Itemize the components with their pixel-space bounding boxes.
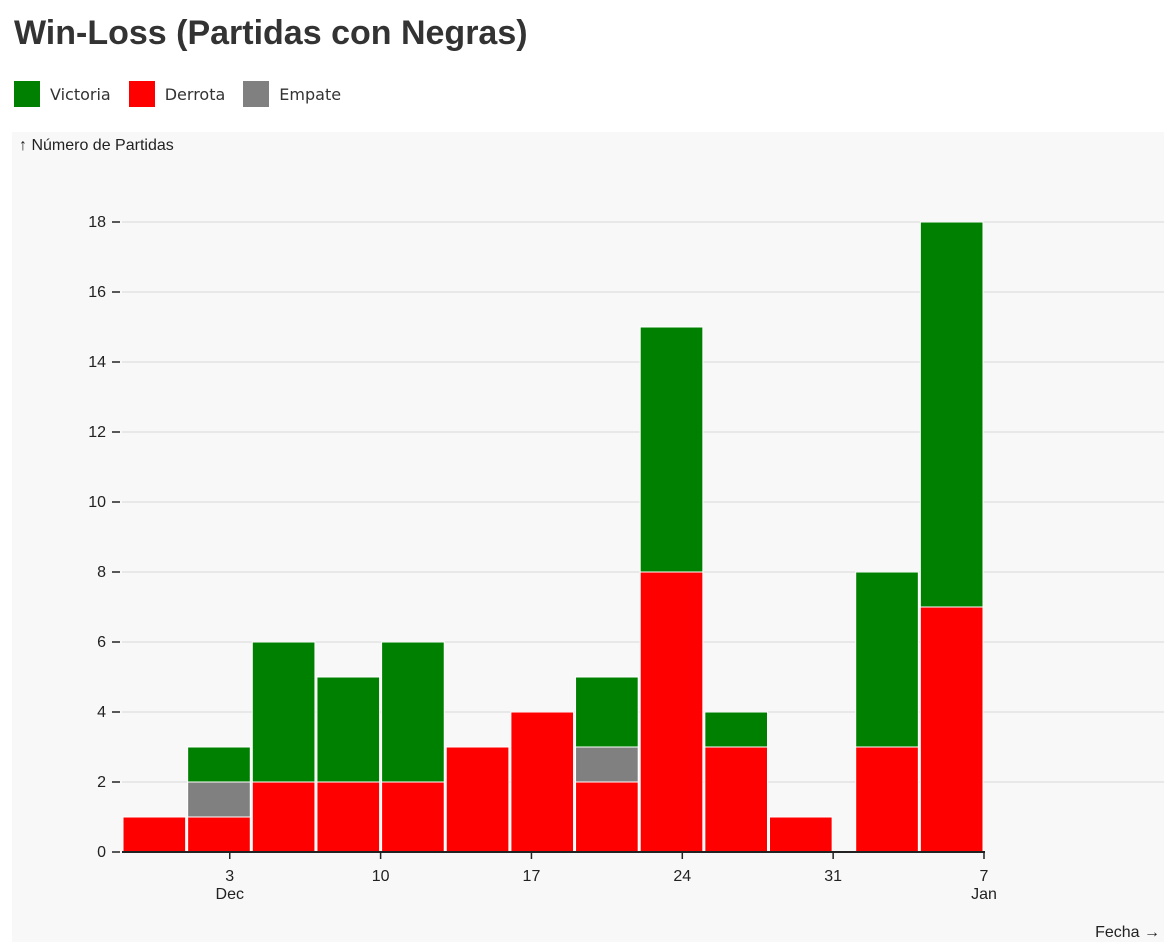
bar-victoria-2023-12-19	[575, 676, 639, 748]
legend-item-empate: Empate	[243, 81, 341, 107]
legend: Victoria Derrota Empate	[14, 81, 359, 107]
x-tick-sublabel-2024-01-07: Jan	[971, 886, 997, 903]
legend-label-empate: Empate	[279, 84, 342, 104]
bar-empate-2023-12-19	[575, 746, 639, 783]
x-tick-label-2023-12-31: 31	[824, 868, 842, 885]
y-tick-label-6: 6	[97, 634, 106, 651]
bar-derrota-2023-12-19	[575, 781, 639, 853]
bar-derrota-2023-12-07	[316, 781, 381, 853]
x-tick-sublabel-2023-12-03: Dec	[216, 886, 244, 903]
legend-item-victoria: Victoria	[14, 81, 111, 107]
bar-derrota-2023-11-28	[122, 816, 187, 853]
bar-victoria-2023-12-04	[251, 641, 316, 783]
x-tick-label-2023-12-03: 3	[225, 868, 234, 885]
bar-victoria-2024-01-04	[919, 221, 984, 608]
bar-victoria-2024-01-01	[855, 571, 919, 748]
bar-derrota-2024-01-04	[919, 606, 984, 853]
bar-victoria-2023-12-07	[316, 676, 381, 783]
legend-label-victoria: Victoria	[50, 84, 111, 104]
bar-derrota-2023-12-22	[639, 571, 704, 853]
y-axis-label: ↑ Número de Partidas	[19, 137, 174, 154]
legend-label-derrota: Derrota	[164, 84, 226, 104]
x-tick-label-2023-12-10: 10	[372, 868, 390, 885]
bar-victoria-2023-12-10	[381, 641, 445, 783]
legend-item-derrota: Derrota	[128, 81, 226, 107]
legend-swatch-victoria	[14, 81, 40, 107]
y-tick-label-14: 14	[88, 354, 106, 371]
y-tick-label-12: 12	[88, 424, 106, 441]
y-tick-label-2: 2	[97, 774, 106, 791]
bars	[122, 221, 984, 853]
y-tick-label-0: 0	[97, 844, 106, 861]
bar-derrota-2023-12-25	[704, 746, 768, 853]
bar-derrota-2023-12-16	[510, 711, 575, 853]
bar-derrota-2023-12-28	[769, 816, 833, 853]
bar-empate-2023-12-01	[187, 781, 251, 818]
bar-victoria-2023-12-01	[187, 746, 251, 783]
legend-swatch-empate	[243, 81, 270, 107]
chart-title: Win-Loss (Partidas con Negras)	[14, 14, 528, 52]
bar-derrota-2023-12-01	[187, 816, 251, 853]
chart-panel: 0 2 4 6 8 10 12 14 16 18 3 Dec 10 17 24 31 7 Jan ↑ Númer…	[12, 132, 1164, 942]
y-axis: 0 2 4 6 8 10 12 14 16 18	[88, 214, 120, 861]
bar-derrota-2023-12-10	[381, 781, 445, 853]
bar-victoria-2023-12-22	[639, 326, 704, 573]
y-tick-label-16: 16	[88, 284, 106, 301]
x-tick-label-2023-12-24: 24	[673, 868, 691, 885]
bar-derrota-2023-12-04	[251, 781, 316, 853]
y-tick-label-10: 10	[88, 494, 106, 511]
bar-derrota-2023-12-13	[445, 746, 510, 853]
y-tick-label-4: 4	[97, 704, 106, 721]
y-tick-label-8: 8	[97, 564, 106, 581]
y-tick-label-18: 18	[88, 214, 106, 231]
x-tick-label-2024-01-07: 7	[980, 868, 989, 885]
x-axis-label: Fecha →	[1095, 924, 1160, 941]
bar-victoria-2023-12-25	[704, 711, 768, 748]
x-tick-label-2023-12-17: 17	[523, 868, 541, 885]
legend-swatch-derrota	[128, 81, 155, 107]
bar-derrota-2024-01-01	[855, 746, 919, 853]
